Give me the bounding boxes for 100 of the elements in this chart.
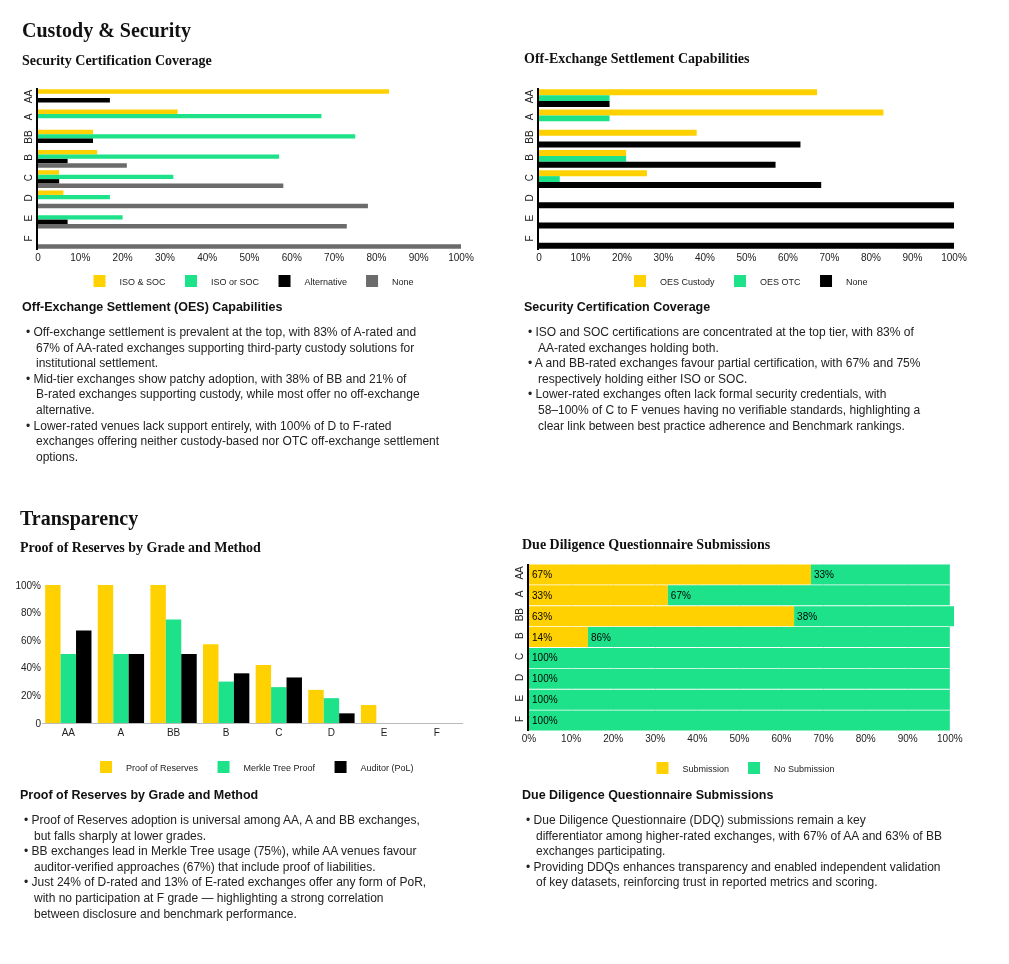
y-tick-label: E [23, 214, 34, 222]
x-tick-label: 60% [771, 733, 792, 744]
data-label: 86% [590, 631, 612, 643]
bar [539, 155, 627, 162]
x-tick-label: 20% [112, 252, 133, 263]
bar [339, 713, 355, 723]
x-tick-label: 70% [324, 252, 345, 263]
bar [539, 109, 884, 116]
x-tick-label: BB [166, 727, 181, 738]
x-tick-label: 30% [645, 733, 666, 744]
x-tick-label: 10% [561, 733, 582, 744]
bar [38, 163, 127, 168]
y-tick-label: BB [524, 130, 535, 144]
bar [38, 183, 284, 189]
data-label: 38% [797, 610, 818, 622]
legend-label: Merkle Tree Proof [243, 762, 316, 773]
data-label: 33% [813, 568, 835, 580]
x-tick-label: 50% [239, 252, 260, 263]
y-tick-label: C [524, 174, 535, 182]
x-tick-label: C [275, 727, 283, 738]
data-label: 67% [670, 589, 691, 601]
legend-label: None [392, 276, 414, 287]
y-tick-label: 20% [20, 689, 42, 701]
text: • Lower-rated venues lack support entirely, with 100% of D to F-rated exchanges offering neither custody-based nor OTC off-exchange settlement options. [26, 418, 440, 464]
y-tick-label: 0 [35, 717, 42, 729]
text: • Off-exchange settlement is prevalent at the top, with 83% of A-rated and 67% of AA-rated exchanges supporting third-party custody solutions for institutional settlement. [26, 325, 417, 371]
bar [38, 190, 64, 195]
x-tick-label: A [117, 727, 125, 738]
data-label: 33% [532, 589, 553, 601]
chart-title: Custody & Security [22, 19, 191, 42]
bar [38, 113, 322, 119]
bar [539, 115, 610, 122]
x-tick-label: 50% [736, 252, 757, 263]
text: Security Certification Coverage [524, 300, 711, 314]
x-tick-label: 90% [897, 733, 918, 744]
text: • A and BB-rated exchanges favour partial certification, with 67% and 75% respectively holding either ISO or SOC. [528, 356, 921, 386]
y-tick-label: A [524, 113, 535, 121]
bar [38, 89, 390, 94]
bar [539, 149, 627, 156]
bar [38, 203, 368, 209]
x-tick-label: 80% [366, 252, 387, 263]
chart-subtitle: Due Diligence Questionnaire Submissions [522, 537, 771, 552]
y-tick-label: F [23, 235, 34, 242]
bar [308, 689, 324, 723]
x-tick-label: 30% [154, 252, 176, 263]
x-tick-label: 90% [408, 252, 429, 263]
text: Due Diligence Questionnaire Submissions [522, 788, 774, 802]
x-tick-label: F [433, 727, 440, 738]
text: • Providing DDQs enhances transparency and enabled independent validation of key datasets, reinforcing trust in reported metrics and scoring. [526, 859, 941, 890]
x-tick-label: 40% [694, 252, 716, 263]
y-tick-label: AA [524, 89, 535, 104]
text: • Mid-tier exchanges show patchy adoption, with 38% of BB and 21% of B-rated exchanges supporting custody, while most offer no off-exchange alternative. [26, 371, 420, 417]
data-label: 100% [532, 715, 558, 727]
x-tick-label: 80% [855, 733, 876, 744]
x-tick-label: B [222, 727, 230, 738]
y-tick-label: F [514, 716, 525, 723]
bar [97, 585, 114, 723]
bar [38, 194, 110, 200]
data-label: 67% [532, 568, 553, 580]
text: Proof of Reserves by Grade and Method [20, 788, 259, 802]
bar [150, 585, 166, 723]
bar [128, 654, 145, 723]
x-tick-label: 20% [603, 733, 624, 744]
text: • Due Diligence Questionnaire (DDQ) submissions remain a key differentiator among higher-rated exchanges, with 67% of AA and 63% of BB exchanges participating. [526, 813, 943, 859]
data-label: 100% [532, 673, 558, 685]
x-tick-label: 100% [937, 733, 963, 744]
x-tick-label: 0 [536, 252, 543, 263]
y-tick-label: 60% [20, 634, 42, 646]
bar [539, 176, 560, 183]
y-tick-label: B [524, 153, 535, 161]
text: • Just 24% of D-rated and 13% of E-rated exchanges offer any form of PoR, with no participation at F grade — highlighting a strong correlation between disclosure and benchmark performance. [24, 875, 427, 921]
bar [539, 95, 610, 102]
y-tick-label: A [23, 113, 34, 121]
bar [233, 673, 250, 723]
bar [539, 129, 697, 136]
y-tick-label: D [524, 194, 535, 202]
legend-label: No Submission [774, 763, 835, 774]
legend-label: ISO & SOC [119, 276, 167, 287]
bar [60, 654, 77, 723]
x-tick-label: 20% [611, 252, 633, 263]
x-tick-label: D [327, 727, 336, 738]
y-tick-label: BB [514, 607, 525, 622]
x-tick-label: 10% [70, 252, 91, 263]
bar [360, 705, 377, 723]
x-tick-label: 70% [819, 252, 840, 263]
x-tick-label: 0% [521, 733, 537, 744]
text: • ISO and SOC certifications are concentrated at the top tier, with 83% of AA-rated exchanges holding both. [528, 325, 915, 355]
bar [38, 134, 356, 139]
x-tick-label: 60% [281, 252, 302, 263]
x-tick-label: 100% [941, 252, 967, 263]
chart-title: Transparency [20, 507, 139, 530]
legend-label: Alternative [304, 276, 348, 287]
y-tick-label: D [514, 673, 525, 681]
bar [323, 698, 340, 723]
text: Off-Exchange Settlement (OES) Capabilities [22, 300, 283, 314]
chart-subtitle: Off-Exchange Settlement Capabilities [524, 51, 751, 66]
bar [45, 585, 61, 723]
bar [255, 665, 272, 723]
x-tick-label: 30% [653, 252, 674, 263]
legend-label: None [846, 276, 868, 287]
